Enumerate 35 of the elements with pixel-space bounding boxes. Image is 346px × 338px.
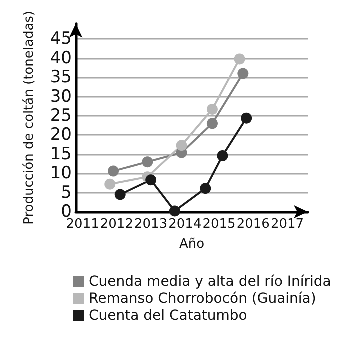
x-tick-label: 2013: [134, 217, 168, 232]
y-tick-label: 40: [50, 48, 72, 68]
y-tick-label: 10: [50, 164, 72, 184]
x-tick-label: 2012: [100, 217, 134, 232]
point: [241, 112, 252, 124]
y-tick-label: 5: [61, 182, 72, 203]
x-tick-label: 2011: [66, 217, 100, 232]
legend-label: Cuenda media y alta del río Inírida: [89, 274, 332, 290]
point: [217, 150, 228, 162]
point: [200, 183, 212, 194]
point: [108, 166, 120, 177]
x-axis-title: Año: [179, 237, 205, 252]
y-axis-title: Producción de coltán (toneladas): [22, 10, 37, 225]
legend-label: Cuenta del Catatumbo: [89, 308, 248, 324]
x-tick-label: 2017: [270, 217, 304, 232]
point: [114, 189, 126, 200]
x-tick-label: 2016: [236, 217, 270, 232]
x-tick-label: 2014: [168, 217, 202, 232]
y-tick-label: 20: [50, 125, 72, 146]
y-tick-label: 30: [50, 86, 72, 107]
point: [206, 118, 218, 130]
y-tick-label: 15: [50, 144, 72, 164]
point: [176, 140, 188, 152]
x-tick-label: 2015: [202, 217, 236, 232]
legend-label: Remanso Chorrobocón (Guainía): [89, 291, 316, 307]
point: [169, 206, 180, 217]
point: [146, 174, 157, 186]
point: [104, 178, 116, 190]
point: [142, 156, 154, 168]
point: [234, 54, 246, 65]
point: [206, 104, 218, 115]
y-tick-label: 35: [50, 68, 72, 88]
y-tick-label: 45: [50, 29, 72, 50]
point: [238, 68, 249, 80]
y-tick-label: 25: [50, 106, 72, 126]
